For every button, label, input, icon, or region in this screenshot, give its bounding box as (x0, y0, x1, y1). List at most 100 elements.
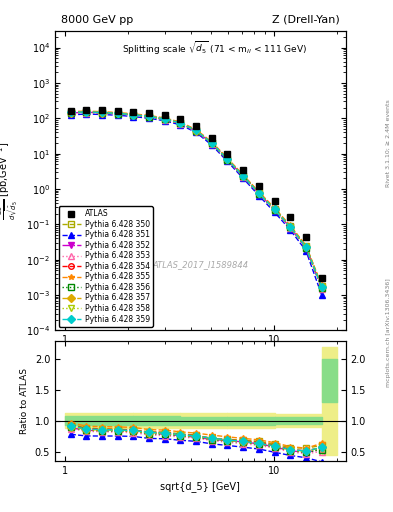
Line: Pythia 6.428 357: Pythia 6.428 357 (68, 109, 325, 290)
Pythia 6.428 353 (100, 110, 105, 116)
Line: Pythia 6.428 355: Pythia 6.428 355 (68, 109, 325, 288)
Pythia 6.428 359 (147, 113, 151, 119)
Line: Pythia 6.428 350: Pythia 6.428 350 (68, 109, 325, 289)
Pythia 6.428 350 (178, 120, 183, 126)
Pythia 6.428 352 (178, 120, 183, 126)
Pythia 6.428 353 (131, 112, 136, 118)
Text: Rivet 3.1.10; ≥ 2.4M events: Rivet 3.1.10; ≥ 2.4M events (386, 99, 391, 187)
Pythia 6.428 350 (320, 283, 324, 289)
Pythia 6.428 359 (131, 112, 136, 118)
Pythia 6.428 358 (288, 224, 293, 230)
Pythia 6.428 351 (241, 175, 246, 181)
Pythia 6.428 351 (163, 118, 167, 124)
Pythia 6.428 359 (68, 109, 73, 115)
Pythia 6.428 356 (320, 285, 324, 291)
Pythia 6.428 354 (320, 284, 324, 290)
Pythia 6.428 357 (147, 113, 151, 119)
Pythia 6.428 357 (257, 190, 261, 196)
Pythia 6.428 353 (194, 128, 198, 134)
Pythia 6.428 356 (209, 140, 214, 146)
Pythia 6.428 355 (288, 222, 293, 228)
Pythia 6.428 351 (257, 193, 261, 199)
Pythia 6.428 353 (84, 110, 89, 116)
Pythia 6.428 350 (100, 109, 105, 115)
Pythia 6.428 357 (272, 206, 277, 212)
Pythia 6.428 354 (84, 109, 89, 115)
Pythia 6.428 355 (272, 205, 277, 211)
Pythia 6.428 353 (272, 207, 277, 214)
Pythia 6.428 357 (209, 140, 214, 146)
Pythia 6.428 358 (163, 116, 167, 122)
Pythia 6.428 352 (209, 140, 214, 146)
Pythia 6.428 357 (320, 284, 324, 290)
Pythia 6.428 354 (209, 140, 214, 146)
Pythia 6.428 350 (131, 112, 136, 118)
Pythia 6.428 350 (288, 223, 293, 229)
Pythia 6.428 353 (68, 110, 73, 116)
Pythia 6.428 355 (115, 110, 120, 116)
Pythia 6.428 357 (68, 110, 73, 116)
Legend: ATLAS, Pythia 6.428 350, Pythia 6.428 351, Pythia 6.428 352, Pythia 6.428 353, P: ATLAS, Pythia 6.428 350, Pythia 6.428 35… (59, 206, 153, 327)
Pythia 6.428 350 (209, 140, 214, 146)
Line: Pythia 6.428 358: Pythia 6.428 358 (68, 110, 325, 290)
Pythia 6.428 355 (241, 172, 246, 178)
Pythia 6.428 357 (131, 112, 136, 118)
Pythia 6.428 358 (272, 206, 277, 212)
Pythia 6.428 355 (194, 126, 198, 133)
Pythia 6.428 354 (131, 112, 136, 118)
Pythia 6.428 353 (257, 191, 261, 197)
Pythia 6.428 353 (178, 121, 183, 127)
Pythia 6.428 353 (147, 114, 151, 120)
Pythia 6.428 358 (209, 140, 214, 146)
Pythia 6.428 352 (320, 285, 324, 291)
Pythia 6.428 353 (303, 245, 308, 251)
Pythia 6.428 354 (272, 206, 277, 212)
Pythia 6.428 350 (163, 116, 167, 122)
Pythia 6.428 354 (241, 173, 246, 179)
Pythia 6.428 355 (131, 111, 136, 117)
Pythia 6.428 351 (272, 209, 277, 216)
Pythia 6.428 357 (303, 244, 308, 250)
Pythia 6.428 352 (131, 112, 136, 118)
Pythia 6.428 358 (303, 244, 308, 250)
Pythia 6.428 352 (68, 110, 73, 116)
Pythia 6.428 352 (257, 190, 261, 197)
Pythia 6.428 352 (163, 116, 167, 122)
Pythia 6.428 358 (194, 127, 198, 134)
Pythia 6.428 350 (68, 109, 73, 115)
Pythia 6.428 355 (68, 109, 73, 115)
Pythia 6.428 359 (320, 284, 324, 290)
Pythia 6.428 358 (225, 157, 230, 163)
Pythia 6.428 353 (320, 286, 324, 292)
Pythia 6.428 358 (320, 284, 324, 290)
Pythia 6.428 351 (320, 292, 324, 298)
Pythia 6.428 358 (100, 110, 105, 116)
Line: Pythia 6.428 359: Pythia 6.428 359 (68, 109, 325, 290)
Pythia 6.428 356 (100, 110, 105, 116)
Pythia 6.428 359 (241, 173, 246, 179)
Pythia 6.428 356 (194, 128, 198, 134)
Pythia 6.428 357 (163, 116, 167, 122)
Text: mcplots.cern.ch [arXiv:1306.3436]: mcplots.cern.ch [arXiv:1306.3436] (386, 279, 391, 387)
Pythia 6.428 357 (84, 109, 89, 115)
Pythia 6.428 353 (225, 157, 230, 163)
Pythia 6.428 359 (100, 110, 105, 116)
Pythia 6.428 354 (225, 156, 230, 162)
Pythia 6.428 356 (84, 109, 89, 115)
Pythia 6.428 355 (84, 108, 89, 114)
Pythia 6.428 354 (100, 109, 105, 115)
Pythia 6.428 354 (194, 127, 198, 134)
Pythia 6.428 353 (241, 174, 246, 180)
Pythia 6.428 356 (241, 173, 246, 179)
Pythia 6.428 356 (163, 116, 167, 122)
Pythia 6.428 359 (194, 127, 198, 134)
Y-axis label: $\frac{d\sigma}{d\sqrt{\bar{d}_5}}$ [pb,GeV$^{-1}$]: $\frac{d\sigma}{d\sqrt{\bar{d}_5}}$ [pb,… (0, 141, 20, 220)
Pythia 6.428 350 (194, 127, 198, 133)
Pythia 6.428 357 (100, 110, 105, 116)
Pythia 6.428 351 (131, 114, 136, 120)
Pythia 6.428 352 (147, 114, 151, 120)
Pythia 6.428 355 (303, 243, 308, 249)
Pythia 6.428 355 (320, 282, 324, 288)
Pythia 6.428 355 (209, 139, 214, 145)
Pythia 6.428 355 (257, 189, 261, 195)
